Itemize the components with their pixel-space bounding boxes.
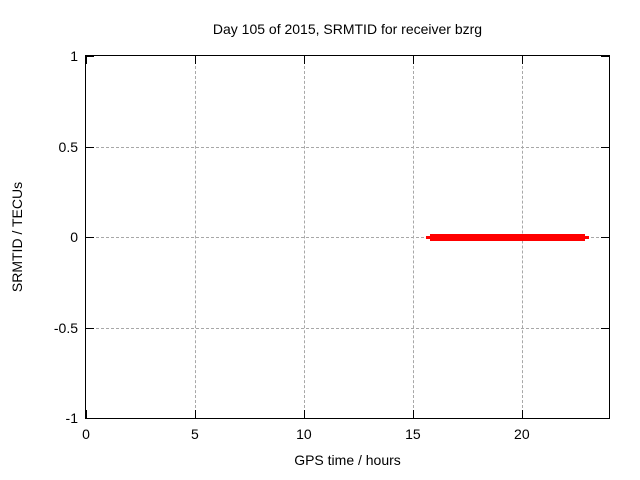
y-tick-mark-left: [86, 56, 94, 57]
x-tick-label: 20: [514, 426, 530, 442]
y-tick-mark-right: [601, 418, 609, 419]
x-tick-mark-bottom: [412, 410, 414, 418]
data-series-line-cap: [426, 235, 431, 239]
x-tick-label: 0: [82, 426, 90, 442]
x-tick-mark-bottom: [194, 410, 196, 418]
y-tick-mark-left: [86, 418, 94, 419]
data-series-line-cap: [585, 235, 590, 239]
y-tick-label: 1: [70, 48, 78, 64]
y-gridline: [86, 146, 609, 148]
x-tick-label: 5: [191, 426, 199, 442]
y-tick-mark-right: [601, 327, 609, 329]
plot-area: [85, 55, 610, 419]
chart-title: Day 105 of 2015, SRMTID for receiver bzr…: [212, 21, 483, 37]
y-tick-mark-right: [601, 56, 609, 57]
x-tick-mark-top: [86, 56, 87, 64]
y-tick-label: 0.5: [58, 138, 78, 155]
y-tick-mark-left: [86, 237, 94, 238]
y-tick-mark-left: [86, 327, 94, 329]
y-gridline: [86, 237, 609, 238]
x-tick-mark-top: [412, 56, 414, 64]
data-series-line: [430, 233, 586, 241]
x-axis-title: GPS time / hours: [294, 452, 401, 468]
y-tick-label: 0: [70, 229, 78, 245]
y-tick-label: -0.5: [53, 319, 78, 336]
x-tick-label: 15: [405, 426, 421, 442]
x-tick-mark-bottom: [521, 410, 523, 418]
x-tick-mark-top: [194, 56, 196, 64]
y-axis-title: SRMTID / TECUs: [9, 181, 25, 293]
y-tick-label: -1: [65, 410, 78, 426]
y-tick-mark-right: [601, 146, 609, 148]
y-gridline: [86, 327, 609, 329]
x-tick-label: 10: [296, 426, 312, 442]
x-tick-mark-top: [521, 56, 523, 64]
x-tick-mark-bottom: [303, 410, 305, 418]
y-tick-mark-left: [86, 146, 94, 148]
x-tick-mark-bottom: [86, 410, 87, 418]
x-tick-mark-top: [303, 56, 305, 64]
y-tick-mark-right: [601, 237, 609, 238]
